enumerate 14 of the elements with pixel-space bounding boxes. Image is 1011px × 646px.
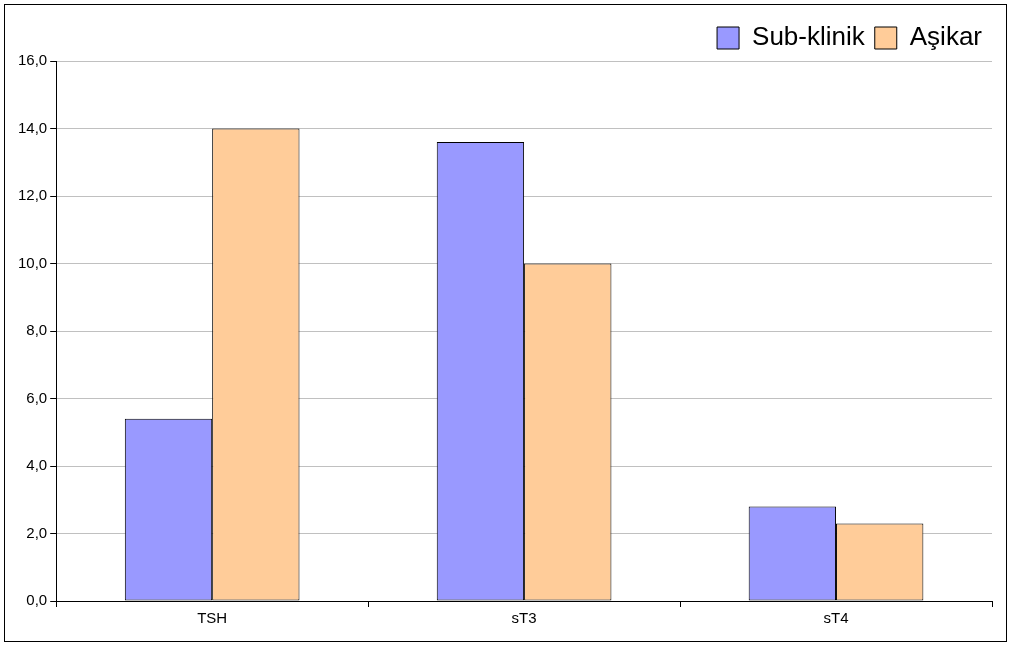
x-tick-label: sT4 bbox=[823, 609, 849, 627]
x-tick-label: TSH bbox=[197, 609, 228, 627]
y-tick-label: 4,0 bbox=[26, 456, 48, 474]
y-tick-label: 12,0 bbox=[17, 186, 48, 204]
legend-label: Sub-klinik bbox=[752, 21, 866, 52]
legend-label: Aşikar bbox=[909, 21, 983, 52]
y-tick-label: 8,0 bbox=[26, 321, 48, 339]
x-tick-label: sT3 bbox=[511, 609, 537, 627]
y-tick-label: 14,0 bbox=[17, 118, 48, 136]
y-tick-label: 2,0 bbox=[26, 523, 48, 541]
y-tick-label: 0,0 bbox=[26, 591, 48, 609]
y-tick-label: 16,0 bbox=[17, 51, 48, 69]
y-tick-label: 10,0 bbox=[17, 253, 48, 271]
y-tick-label: 6,0 bbox=[26, 388, 48, 406]
